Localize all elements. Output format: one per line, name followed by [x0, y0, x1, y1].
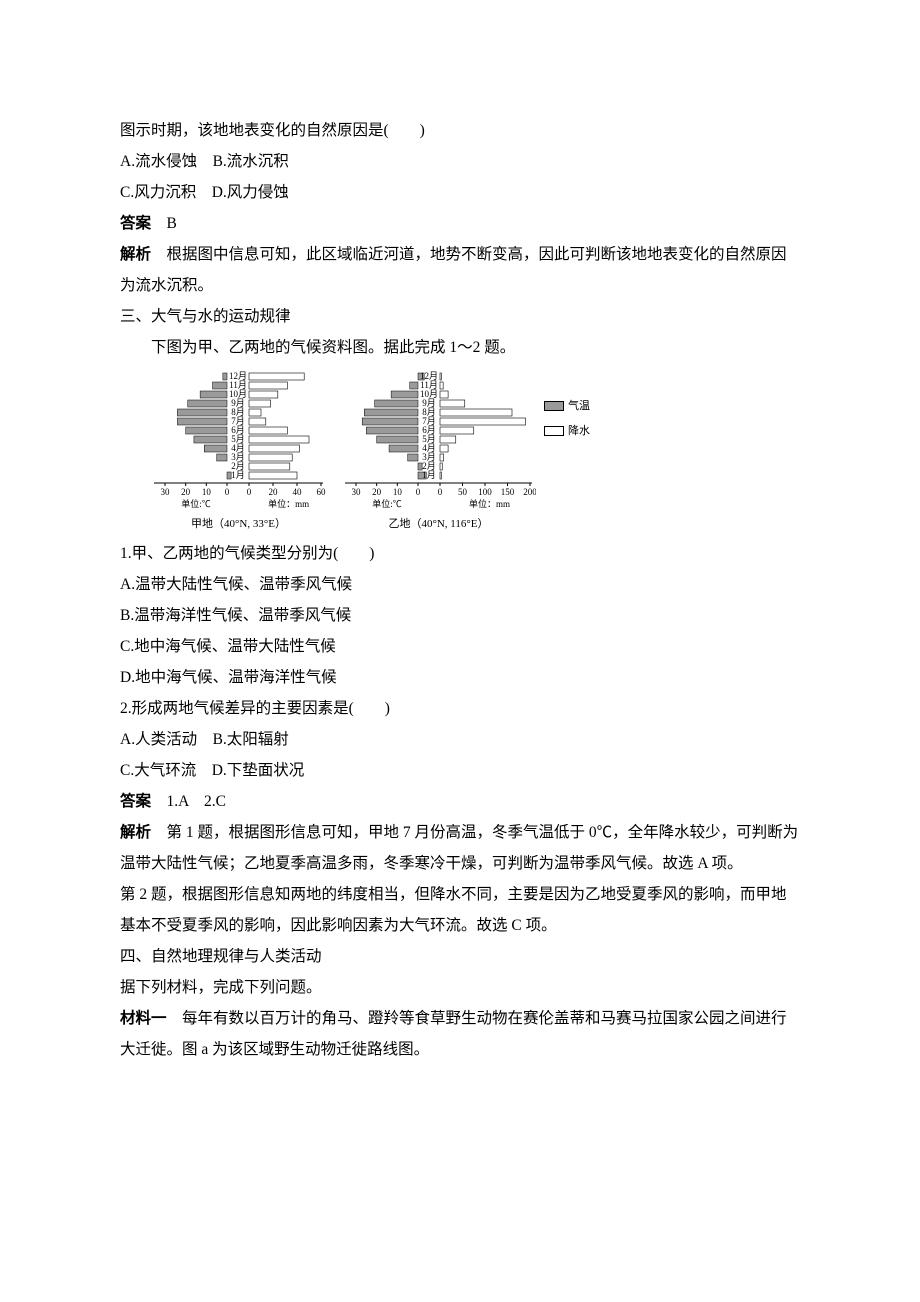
svg-text:30: 30 — [352, 487, 362, 497]
legend-precip-label: 降水 — [568, 420, 590, 442]
legend-precip: 降水 — [544, 420, 590, 442]
svg-text:4月: 4月 — [231, 443, 245, 453]
chart-yi-title: 乙地（40°N, 116°E） — [388, 518, 488, 530]
svg-text:2月: 2月 — [231, 461, 245, 471]
chart-jia: 1月2月3月4月5月6月7月8月9月10月11月12月 30 20 10 0 0 20 40 6… — [150, 369, 327, 532]
exp1-text: 第 1 题，根据图形信息可知，甲地 7 月份高温，冬季气温低于 0℃，全年降水较… — [120, 824, 798, 872]
section3-lead: 下图为甲、乙两地的气候资料图。据此完成 1～2 题。 — [120, 332, 800, 363]
legend: 气温 降水 — [544, 395, 590, 442]
svg-text:0: 0 — [416, 487, 421, 497]
chart-yi-caption: 乙地（40°N, 116°E） — [341, 517, 536, 532]
precip-swatch — [544, 426, 564, 436]
svg-text:0: 0 — [225, 487, 230, 497]
chart-jia-title: 甲地（40°N, 33°E） — [191, 518, 286, 530]
q2-line1: A.人类活动 B.太阳辐射 — [120, 724, 800, 755]
legend-temp: 气温 — [544, 395, 590, 417]
svg-text:40: 40 — [293, 487, 303, 497]
climate-charts: 1月2月3月4月5月6月7月8月9月10月11月12月3020100020406… — [150, 369, 800, 532]
svg-text:单位：mm: 单位：mm — [469, 498, 510, 509]
svg-text:4月: 4月 — [422, 443, 436, 453]
explanation-1: 解析 第 1 题，根据图形信息可知，甲地 7 月份高温，冬季气温低于 0℃，全年… — [120, 817, 800, 879]
section3-title: 三、大气与水的运动规律 — [120, 301, 800, 332]
explanation-2: 第 2 题，根据图形信息知两地的纬度相当，但降水不同，主要是因为乙地受夏季风的影… — [120, 879, 800, 941]
q1-c: C.地中海气候、温带大陆性气候 — [120, 631, 800, 662]
svg-text:50: 50 — [458, 487, 468, 497]
svg-text:单位:℃: 单位:℃ — [181, 498, 211, 509]
chart-yi-svg: 1月2月3月4月5月6月7月8月9月10月11月12月3020100050100… — [341, 369, 536, 515]
intro-option-line1: A.流水侵蚀 B.流水沉积 — [120, 146, 800, 177]
q1-b: B.温带海洋性气候、温带季风气候 — [120, 600, 800, 631]
svg-text:20: 20 — [181, 487, 191, 497]
svg-text:5月: 5月 — [422, 434, 436, 444]
svg-text:7月: 7月 — [231, 416, 245, 426]
intro-answer: 答案 B — [120, 208, 800, 239]
svg-text:20: 20 — [372, 487, 382, 497]
temp-swatch — [544, 401, 564, 411]
intro-explain-text: 根据图中信息可知，此区域临近河道，地势不断变高，因此可判断该地地表变化的自然原因… — [120, 246, 787, 294]
svg-text:60: 60 — [317, 487, 327, 497]
exp-label: 解析 — [120, 824, 151, 841]
svg-text:7月: 7月 — [422, 416, 436, 426]
intro-option-line2: C.风力沉积 D.风力侵蚀 — [120, 177, 800, 208]
svg-text:3月: 3月 — [422, 452, 436, 462]
svg-text:单位:℃: 单位:℃ — [372, 498, 402, 509]
intro-answer-value: B — [151, 215, 177, 232]
q1-d: D.地中海气候、温带海洋性气候 — [120, 662, 800, 693]
svg-text:11月: 11月 — [229, 380, 247, 390]
svg-text:200: 200 — [523, 487, 536, 497]
svg-text:1月: 1月 — [231, 470, 245, 480]
svg-text:20: 20 — [269, 487, 279, 497]
svg-text:5月: 5月 — [231, 434, 245, 444]
svg-text:8月: 8月 — [231, 407, 245, 417]
answer-label-12: 答案 — [120, 793, 151, 810]
q1-stem: 1.甲、乙两地的气候类型分别为( ) — [120, 538, 800, 569]
svg-text:1月: 1月 — [422, 470, 436, 480]
svg-text:0: 0 — [438, 487, 443, 497]
svg-text:150: 150 — [501, 487, 515, 497]
q2-stem: 2.形成两地气候差异的主要因素是( ) — [120, 693, 800, 724]
svg-text:9月: 9月 — [231, 398, 245, 408]
explain-label: 解析 — [120, 246, 151, 263]
svg-text:0: 0 — [247, 487, 252, 497]
svg-text:11月: 11月 — [420, 380, 438, 390]
svg-text:6月: 6月 — [231, 425, 245, 435]
svg-text:6月: 6月 — [422, 425, 436, 435]
chart-jia-svg: 1月2月3月4月5月6月7月8月9月10月11月12月 30 20 10 0 0 20 40 6… — [150, 369, 327, 515]
section4-lead: 据下列材料，完成下列问题。 — [120, 972, 800, 1003]
q2-line2: C.大气环流 D.下垫面状况 — [120, 755, 800, 786]
svg-text:10: 10 — [393, 487, 403, 497]
svg-text:10: 10 — [202, 487, 212, 497]
legend-temp-label: 气温 — [568, 395, 590, 417]
mat1-label: 材料一 — [120, 1010, 167, 1027]
svg-text:12月: 12月 — [420, 371, 438, 381]
svg-text:2月: 2月 — [422, 461, 436, 471]
material-1: 材料一 每年有数以百万计的角马、蹬羚等食草野生动物在赛伦盖蒂和马赛马拉国家公园之… — [120, 1003, 800, 1065]
chart-jia-caption: 甲地（40°N, 33°E） — [150, 517, 327, 532]
section4-title: 四、自然地理规律与人类活动 — [120, 941, 800, 972]
svg-text:30: 30 — [161, 487, 171, 497]
q1-a: A.温带大陆性气候、温带季风气候 — [120, 569, 800, 600]
answer-12-value: 1.A 2.C — [151, 793, 226, 810]
svg-text:12月: 12月 — [229, 371, 247, 381]
intro-question: 图示时期，该地地表变化的自然原因是( ) — [120, 115, 800, 146]
svg-text:8月: 8月 — [422, 407, 436, 417]
answer-label: 答案 — [120, 215, 151, 232]
svg-text:10月: 10月 — [229, 389, 247, 399]
svg-text:100: 100 — [478, 487, 492, 497]
intro-explanation: 解析 根据图中信息可知，此区域临近河道，地势不断变高，因此可判断该地地表变化的自… — [120, 239, 800, 301]
answer-12: 答案 1.A 2.C — [120, 786, 800, 817]
svg-text:3月: 3月 — [231, 452, 245, 462]
svg-text:10月: 10月 — [420, 389, 438, 399]
mat1-text: 每年有数以百万计的角马、蹬羚等食草野生动物在赛伦盖蒂和马赛马拉国家公园之间进行大… — [120, 1010, 787, 1058]
svg-text:单位：mm: 单位：mm — [268, 498, 309, 509]
chart-yi: 1月2月3月4月5月6月7月8月9月10月11月12月3020100050100… — [341, 369, 536, 532]
svg-text:9月: 9月 — [422, 398, 436, 408]
page: 图示时期，该地地表变化的自然原因是( ) A.流水侵蚀 B.流水沉积 C.风力沉… — [0, 0, 920, 1302]
